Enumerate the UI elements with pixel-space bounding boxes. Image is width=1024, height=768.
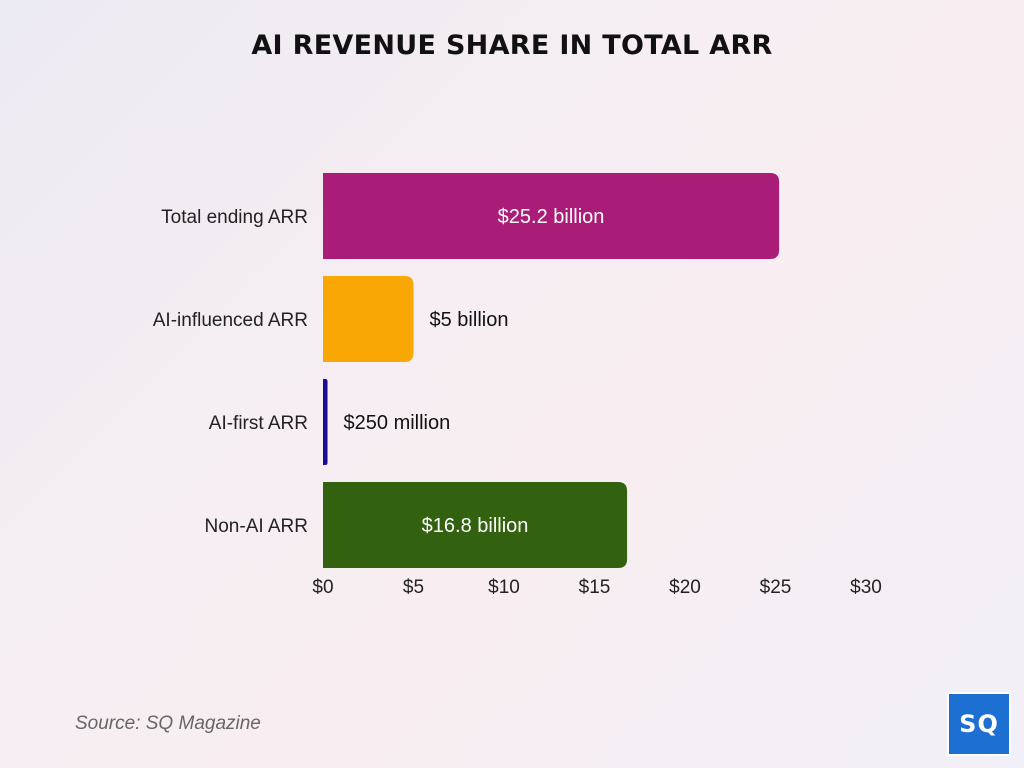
data-label-3: $250 million: [344, 412, 451, 434]
x-tick-label: $10: [488, 577, 520, 598]
bar-3: [323, 379, 328, 465]
sq-logo: SQ: [947, 692, 1011, 756]
bar-chart: Total ending ARR $25.2 billion AI-influenc…: [153, 173, 882, 598]
data-label-2: $5 billion: [430, 309, 509, 331]
x-tick-label: $5: [403, 577, 424, 598]
x-tick-label: $20: [669, 577, 701, 598]
bar-4: [323, 482, 628, 568]
x-tick-label: $15: [579, 577, 611, 598]
bar-1: [323, 173, 780, 259]
chart-title: AI REVENUE SHARE IN TOTAL ARR: [251, 30, 773, 61]
x-tick-label: $0: [312, 577, 333, 598]
category-label-1: Total ending ARR: [161, 207, 308, 228]
x-tick-label: $30: [850, 577, 882, 598]
source-note: Source: SQ Magazine: [75, 713, 261, 734]
category-label-3: AI-first ARR: [209, 413, 308, 434]
x-tick-label: $25: [760, 577, 792, 598]
bar-2: [323, 276, 414, 362]
data-label-4: $16.8 billion: [422, 515, 529, 537]
category-label-2: AI-influenced ARR: [153, 310, 308, 331]
data-label-1: $25.2 billion: [498, 206, 605, 228]
category-label-4: Non-AI ARR: [205, 516, 308, 537]
